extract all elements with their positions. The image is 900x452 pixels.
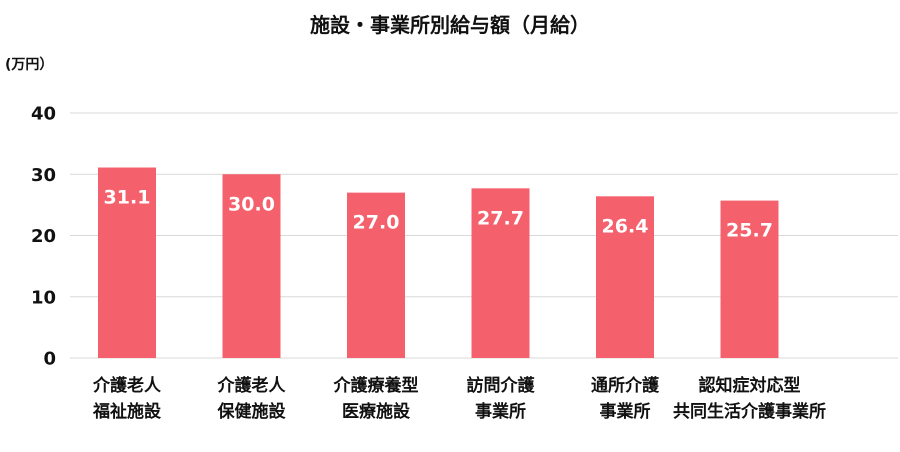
chart-title: 施設・事業所別給与額（月給） [310, 13, 590, 37]
category-label-line: 事業所 [600, 401, 651, 422]
category-label-line: 共同生活介護事業所 [673, 401, 826, 422]
category-label-line: 事業所 [475, 401, 526, 422]
y-tick-label-20: 20 [31, 226, 56, 247]
category-label-line: 通所介護 [591, 375, 660, 396]
bars [98, 167, 779, 358]
y-tick-label-10: 10 [31, 287, 56, 308]
category-label-line: 保健施設 [217, 401, 287, 422]
data-label-4: 27.7 [477, 207, 524, 229]
y-tick-label-0: 0 [43, 349, 56, 370]
y-tick-label-40: 40 [31, 104, 56, 125]
data-labels: 31.1 30.0 27.0 27.7 26.4 25.7 [104, 187, 773, 242]
category-label-4: 訪問介護事業所 [467, 375, 536, 422]
category-label-5: 通所介護事業所 [591, 375, 660, 422]
bar-5 [596, 196, 654, 358]
bar-1 [98, 167, 156, 358]
y-tick-label-30: 30 [31, 165, 56, 186]
y-axis-ticks: 0 10 20 30 40 [31, 104, 56, 370]
category-label-line: 認知症対応型 [699, 375, 801, 396]
category-label-line: 医療施設 [342, 401, 411, 422]
category-label-3: 介護療養型医療施設 [333, 375, 419, 422]
bar-3 [347, 192, 405, 358]
category-label-line: 介護老人 [92, 375, 162, 396]
category-label-line: 訪問介護 [467, 375, 536, 396]
x-axis-category-labels: 介護老人福祉施設介護老人保健施設介護療養型医療施設訪問介護事業所通所介護事業所認… [92, 375, 826, 422]
bar-4 [471, 188, 530, 358]
category-label-line: 福祉施設 [92, 401, 162, 422]
category-label-line: 介護老人 [217, 375, 287, 396]
category-label-6: 認知症対応型共同生活介護事業所 [673, 375, 826, 422]
category-label-1: 介護老人福祉施設 [92, 375, 162, 422]
data-label-3: 27.0 [353, 212, 400, 234]
category-label-line: 介護療養型 [333, 375, 419, 396]
category-label-2: 介護老人保健施設 [217, 375, 287, 422]
data-label-5: 26.4 [602, 215, 649, 237]
bar-2 [222, 174, 281, 358]
data-label-2: 30.0 [228, 193, 275, 215]
data-label-1: 31.1 [104, 187, 151, 209]
bar-6 [720, 200, 779, 358]
data-label-6: 25.7 [726, 220, 773, 242]
y-axis-unit-label: (万円） [5, 57, 53, 73]
